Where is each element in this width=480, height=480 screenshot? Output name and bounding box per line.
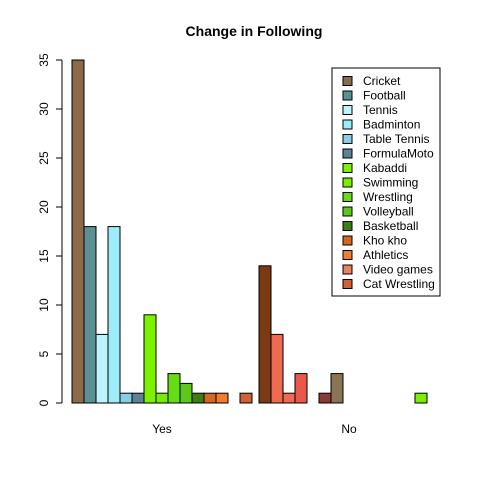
- bar-no: [330, 373, 344, 404]
- x-label-yes: Yes: [152, 422, 172, 436]
- chart-title: Change in Following: [186, 23, 323, 39]
- bar-yes: [131, 392, 145, 404]
- bar-yes: [83, 226, 97, 404]
- bar-yes: [155, 392, 169, 404]
- legend-label: Kabaddi: [363, 161, 407, 175]
- legend-label: Athletics: [363, 248, 408, 262]
- legend-swatch: [342, 119, 353, 130]
- x-label-no: No: [341, 422, 357, 436]
- legend-swatch: [342, 76, 353, 86]
- legend-label: Volleyball: [363, 205, 414, 219]
- bar-yes: [119, 392, 133, 404]
- legend-swatch: [342, 279, 353, 289]
- bar-yes: [215, 392, 229, 404]
- legend-swatch: [342, 250, 353, 260]
- legend-swatch: [342, 163, 353, 173]
- y-tick-label: 20: [37, 200, 51, 214]
- y-tick-label: 10: [37, 298, 51, 312]
- legend-swatch: [342, 90, 353, 101]
- y-tick-label: 15: [37, 249, 51, 263]
- legend-swatch: [342, 264, 353, 275]
- legend-label: FormulaMoto: [363, 147, 434, 161]
- legend-label: Tennis: [363, 103, 398, 117]
- bar-yes: [71, 59, 85, 404]
- legend-swatch: [342, 192, 353, 202]
- y-tick-label: 35: [37, 53, 51, 67]
- y-axis: 0 5 10 15 20 25 30 35: [37, 53, 63, 406]
- legend-swatch: [342, 134, 353, 144]
- legend-swatch: [342, 105, 353, 115]
- legend-swatch: [342, 235, 353, 246]
- bar-yes: [239, 392, 253, 404]
- bar-yes: [203, 392, 217, 404]
- bar-no: [270, 333, 284, 404]
- bar-yes: [95, 333, 109, 404]
- legend-swatch: [342, 206, 353, 217]
- bar-yes: [167, 373, 181, 404]
- legend-swatch: [342, 221, 353, 231]
- bar-no: [258, 265, 272, 404]
- legend-label: Badminton: [363, 118, 420, 132]
- legend-label: Table Tennis: [363, 132, 430, 146]
- bar-yes: [179, 382, 193, 404]
- bar-no: [414, 392, 428, 404]
- y-tick-label: 5: [37, 350, 51, 357]
- y-tick-label: 25: [37, 151, 51, 165]
- y-tick-label: 30: [37, 102, 51, 116]
- legend-label: Football: [363, 89, 406, 103]
- x-axis-labels: Yes No: [152, 422, 357, 436]
- legend-label: Kho kho: [363, 234, 407, 248]
- legend-label: Video games: [363, 263, 433, 277]
- bars: [71, 59, 428, 404]
- bar-no: [282, 392, 296, 404]
- legend-swatch: [342, 148, 353, 159]
- bar-no: [318, 392, 332, 404]
- legend-label: Cat Wrestling: [363, 277, 435, 291]
- bar-yes: [143, 314, 157, 404]
- bar-no: [294, 373, 308, 404]
- legend-swatch: [342, 177, 353, 188]
- y-tick-label: 0: [37, 399, 51, 406]
- legend-label: Swimming: [363, 176, 418, 190]
- legend-label: Wrestling: [363, 190, 413, 204]
- legend-label: Basketball: [363, 219, 418, 233]
- bar-yes: [191, 392, 205, 404]
- legend-label: Cricket: [363, 74, 401, 88]
- bar-yes: [107, 226, 121, 404]
